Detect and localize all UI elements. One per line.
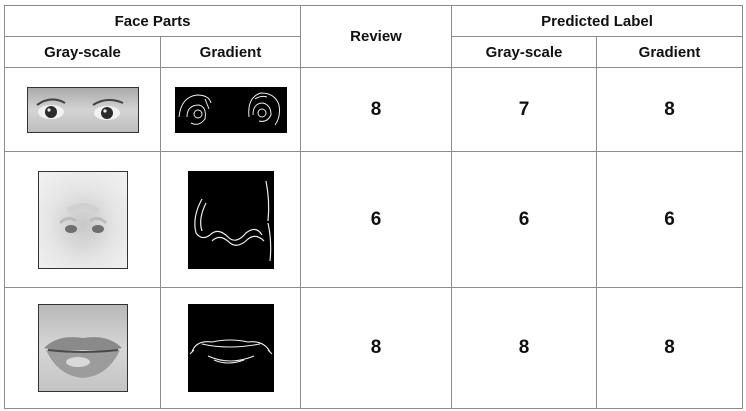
header-review: Review	[300, 5, 453, 68]
header-pred-gradient: Gradient	[596, 36, 744, 68]
mouth-grayscale-cell	[4, 287, 161, 409]
pred-gray-value: 8	[451, 287, 598, 409]
table-row: 8 7 8	[4, 67, 744, 152]
nose-gradient-image	[161, 170, 300, 269]
mouth-grayscale-image	[5, 304, 160, 392]
review-value: 8	[300, 287, 453, 409]
review-value: 6	[300, 151, 453, 288]
header-pred-gray-scale: Gray-scale	[451, 36, 598, 68]
header-gradient: Gradient	[159, 36, 302, 68]
results-table: Face Parts Review Predicted Label Gray-s…	[3, 5, 744, 409]
eyes-gradient-image	[161, 86, 300, 133]
eyes-grayscale-image	[5, 86, 160, 133]
nose-gradient-cell	[159, 151, 302, 288]
header-face-parts: Face Parts	[3, 5, 302, 37]
mouth-gradient-image	[161, 304, 300, 392]
review-value: 8	[300, 67, 453, 152]
table-row: 6 6 6	[4, 151, 744, 288]
mouth-gradient-cell	[159, 287, 302, 409]
nose-grayscale-image	[5, 170, 160, 269]
header-predicted-label: Predicted Label	[451, 5, 744, 37]
pred-gradient-value: 8	[596, 287, 744, 409]
eyes-grayscale-cell	[4, 67, 161, 152]
pred-gray-value: 7	[451, 67, 598, 152]
nose-grayscale-cell	[4, 151, 161, 288]
pred-gradient-value: 6	[596, 151, 744, 288]
table-row: 8 8 8	[4, 287, 744, 409]
pred-gradient-value: 8	[596, 67, 744, 152]
pred-gray-value: 6	[451, 151, 598, 288]
eyes-gradient-cell	[159, 67, 302, 152]
header-gray-scale: Gray-scale	[4, 36, 161, 68]
